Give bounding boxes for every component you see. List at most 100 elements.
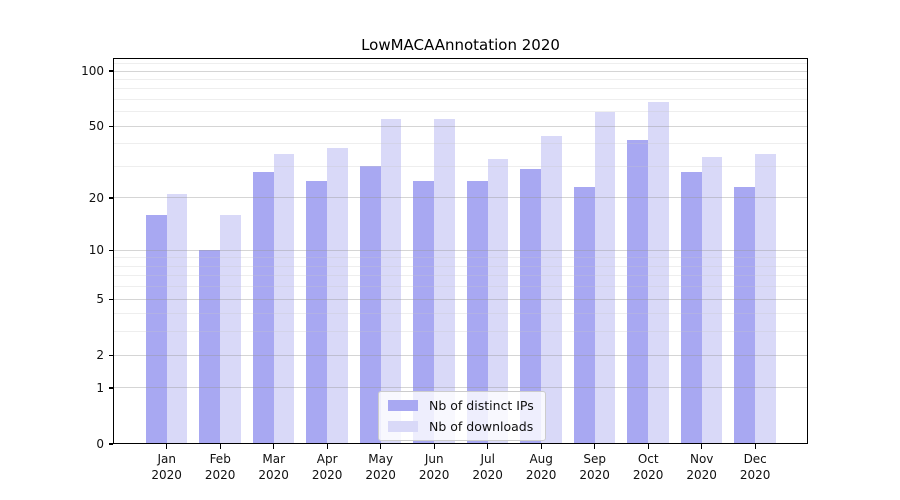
- x-tick-dec: [754, 444, 756, 449]
- gridline-y-4: [113, 313, 808, 315]
- gridline-y-20: [113, 197, 808, 199]
- gridline-y-70: [113, 98, 808, 100]
- x-tick-year: 2020: [525, 467, 557, 482]
- bar-downloads-apr: [327, 147, 348, 444]
- x-tick-month: Feb: [209, 452, 231, 466]
- gridline-y-3: [113, 331, 808, 333]
- x-tick-label-dec: Dec 2020: [729, 452, 781, 483]
- x-tick-sep: [594, 444, 596, 449]
- x-tick-apr: [326, 444, 328, 449]
- bar-distinct-ips-oct: [627, 140, 649, 444]
- bar-distinct-ips-dec: [734, 187, 756, 444]
- x-tick-month: Oct: [637, 452, 659, 466]
- x-tick-label-mar: Mar 2020: [248, 452, 300, 483]
- y-tick-label-100: 100: [81, 64, 104, 78]
- gridline-y-10: [113, 249, 808, 251]
- gridline-y-5: [113, 298, 808, 300]
- legend-label-distinct-ips: Nb of distinct IPs: [429, 398, 534, 413]
- y-tick-5: [108, 298, 113, 300]
- x-tick-may: [380, 444, 382, 449]
- y-tick-label-0: 0: [96, 437, 104, 451]
- x-tick-label-nov: Nov 2020: [676, 452, 728, 483]
- x-tick-month: Sep: [583, 452, 606, 466]
- x-tick-label-may: May 2020: [355, 452, 407, 483]
- x-tick-year: 2020: [632, 467, 664, 482]
- x-tick-year: 2020: [311, 467, 343, 482]
- y-tick-label-50: 50: [88, 119, 104, 134]
- bar-downloads-may: [380, 118, 402, 444]
- gridline-y-1: [113, 387, 808, 389]
- bar-downloads-jul: [487, 159, 509, 444]
- x-tick-month: May: [368, 452, 394, 466]
- x-tick-mar: [273, 444, 275, 449]
- bar-distinct-ips-mar: [252, 171, 274, 444]
- x-tick-year: 2020: [258, 467, 289, 482]
- gridline-y-60: [113, 111, 808, 113]
- legend-entry-downloads: Nb of downloads: [388, 418, 536, 435]
- x-tick-year: 2020: [365, 467, 396, 482]
- x-tick-jun: [433, 444, 435, 449]
- x-tick-label-jan: Jan 2020: [141, 452, 193, 483]
- plot-area: 0 1 2 5 10 20 50 100 Jan 2020 Feb 2020 Mar 2020 Apr 202…: [81, 58, 808, 482]
- x-tick-label-feb: Feb 2020: [194, 452, 246, 483]
- x-tick-month: Mar: [262, 452, 285, 466]
- y-tick-50: [108, 125, 113, 127]
- bar-distinct-ips-nov: [680, 171, 702, 444]
- gridline-y-8: [113, 265, 808, 267]
- x-tick-feb: [219, 444, 221, 449]
- bar-downloads-nov: [701, 156, 723, 444]
- y-tick-label-1: 1: [96, 380, 104, 395]
- x-tick-month: Nov: [689, 452, 714, 466]
- x-tick-aug: [540, 444, 542, 449]
- y-tick-10: [108, 249, 113, 251]
- legend-label-downloads: Nb of downloads: [429, 419, 534, 434]
- x-tick-month: Aug: [529, 452, 553, 466]
- bar-downloads-aug: [541, 136, 562, 444]
- gridline-y-90: [113, 78, 808, 80]
- legend-swatch-downloads: [388, 421, 418, 432]
- gridline-y-100: [113, 70, 808, 72]
- y-tick-label-10: 10: [88, 243, 104, 258]
- bar-distinct-ips-aug: [520, 169, 542, 444]
- bar-distinct-ips-jun: [413, 180, 435, 444]
- x-tick-year: 2020: [418, 467, 450, 482]
- x-tick-label-jun: Jun 2020: [408, 452, 460, 483]
- gridline-y-80: [113, 88, 808, 90]
- x-tick-year: 2020: [579, 467, 610, 482]
- bar-distinct-ips-jul: [466, 180, 488, 444]
- gridline-y-50: [113, 125, 808, 127]
- x-tick-nov: [701, 444, 703, 449]
- y-tick-20: [108, 197, 113, 199]
- x-tick-oct: [647, 444, 649, 449]
- legend-entry-distinct-ips: Nb of distinct IPs: [388, 397, 536, 414]
- x-tick-jan: [166, 444, 168, 449]
- x-tick-month: Jan: [157, 452, 176, 466]
- x-tick-month: Jun: [424, 452, 444, 466]
- x-tick-label-jul: Jul 2020: [462, 452, 514, 483]
- bar-downloads-oct: [648, 101, 669, 444]
- gridline-y-110: [113, 62, 808, 64]
- x-tick-month: Dec: [743, 452, 767, 466]
- x-tick-label-oct: Oct 2020: [622, 452, 674, 483]
- bar-downloads-dec: [755, 154, 776, 444]
- gridline-y-30: [113, 165, 808, 167]
- x-tick-label-sep: Sep 2020: [569, 452, 621, 483]
- y-tick-1: [108, 387, 113, 389]
- gridline-y-2: [113, 354, 808, 356]
- x-tick-label-aug: Aug 2020: [515, 452, 567, 483]
- bar-downloads-jun: [434, 118, 455, 444]
- bar-downloads-feb: [220, 215, 241, 444]
- y-tick-2: [108, 354, 113, 356]
- y-tick-label-2: 2: [96, 348, 104, 363]
- x-tick-year: 2020: [472, 467, 503, 482]
- gridline-y-9: [113, 257, 808, 259]
- gridline-y-40: [113, 143, 808, 145]
- bar-downloads-sep: [594, 111, 616, 444]
- x-tick-label-apr: Apr 2020: [301, 452, 353, 483]
- y-tick-100: [108, 70, 113, 72]
- y-tick-label-20: 20: [88, 190, 104, 205]
- x-tick-year: 2020: [739, 467, 771, 482]
- legend-swatch-distinct-ips: [388, 400, 418, 411]
- bar-downloads-jan: [166, 194, 188, 444]
